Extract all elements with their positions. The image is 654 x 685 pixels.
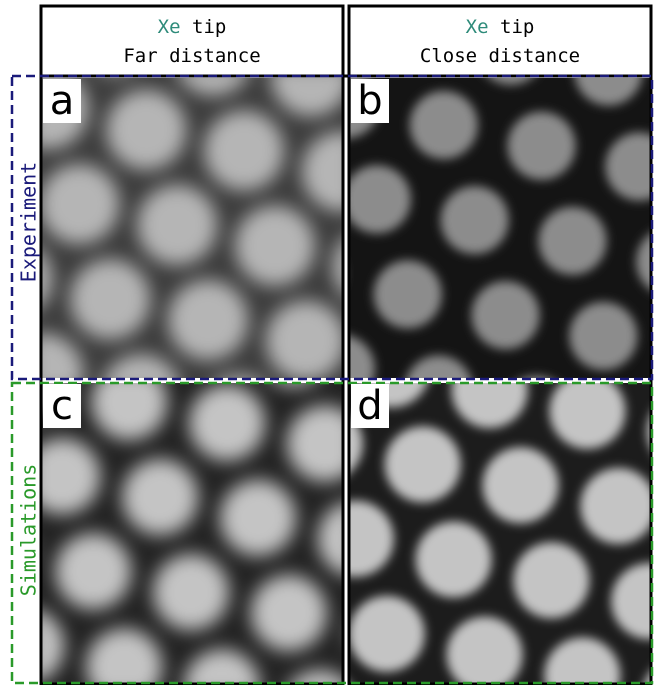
row-label: Simulations xyxy=(17,464,41,596)
panel-letter: a xyxy=(50,78,75,124)
panel-letter: d xyxy=(357,383,382,429)
column-subtitle: Far distance xyxy=(123,45,260,67)
column-title: Xe tip xyxy=(466,16,535,38)
panel-letter: c xyxy=(51,383,73,429)
column-subtitle: Close distance xyxy=(420,45,580,67)
column-title: Xe tip xyxy=(158,16,227,38)
panel-letter: b xyxy=(357,78,382,124)
figure: Xe tip Far distance Xe tip Close distanc… xyxy=(0,0,654,685)
row-label: Experiment xyxy=(17,162,41,282)
